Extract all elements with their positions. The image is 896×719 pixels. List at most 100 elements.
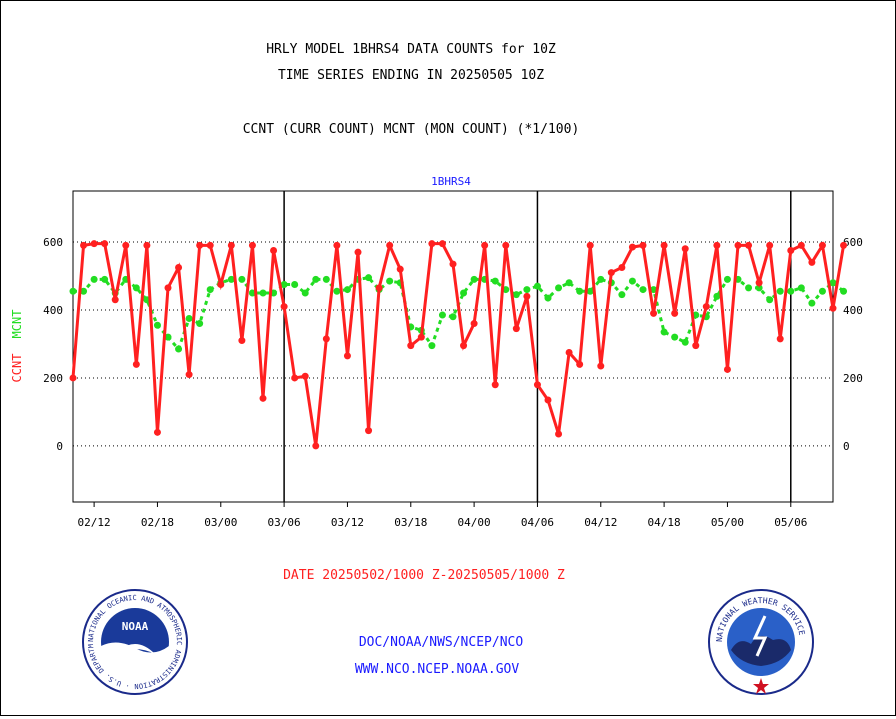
data-point-ccnt — [745, 241, 753, 249]
data-point-ccnt — [470, 320, 478, 328]
data-point-ccnt — [322, 335, 330, 343]
data-point-ccnt — [407, 342, 415, 350]
data-point-ccnt — [523, 292, 531, 300]
data-point-mcnt — [618, 291, 626, 299]
data-point-ccnt — [491, 381, 499, 389]
data-point-ccnt — [681, 245, 689, 253]
noaa-logo: NOAA NATIONAL OCEANIC AND ATMOSPHERIC AD… — [82, 589, 188, 695]
data-point-mcnt — [470, 275, 478, 283]
chart-title-line1: HRLY MODEL 1BHRS4 DATA COUNTS for 10Z — [266, 42, 556, 57]
data-point-ccnt — [101, 240, 109, 248]
data-point-ccnt — [766, 241, 774, 249]
data-point-ccnt — [702, 303, 710, 311]
day-divider-layer — [283, 191, 792, 502]
x-tick-label: 05/00 — [711, 516, 744, 529]
data-point-ccnt — [417, 333, 425, 341]
data-point-ccnt — [69, 374, 77, 382]
data-point-ccnt — [502, 241, 510, 249]
y-tick-label-right: 600 — [843, 236, 863, 249]
data-point-mcnt — [829, 279, 837, 287]
data-point-mcnt — [280, 280, 288, 288]
data-point-ccnt — [713, 241, 721, 249]
data-point-mcnt — [153, 321, 161, 329]
data-point-ccnt — [818, 241, 826, 249]
y-tick-label-left: 0 — [56, 440, 63, 453]
data-point-ccnt — [312, 442, 320, 450]
data-point-mcnt — [776, 287, 784, 295]
data-point-mcnt — [491, 277, 499, 285]
y-axis-label-ccnt: CCNT — [10, 354, 24, 383]
data-point-mcnt — [438, 311, 446, 319]
data-point-ccnt — [80, 241, 88, 249]
y-tick-label-right: 0 — [843, 440, 850, 453]
data-point-mcnt — [597, 275, 605, 283]
data-point-mcnt — [713, 292, 721, 300]
chart-title-line2: TIME SERIES ENDING IN 20250505 10Z — [278, 68, 544, 83]
plot-area — [72, 190, 834, 503]
data-point-ccnt — [449, 260, 457, 268]
org-text: DOC/NOAA/NWS/NCEP/NCO — [359, 635, 524, 650]
data-point-mcnt — [512, 291, 520, 299]
x-tick-label: 05/06 — [774, 516, 807, 529]
y-tick-layer: 0 0 200 200 400 400 600 600 — [43, 236, 863, 453]
data-point-ccnt — [671, 309, 679, 317]
data-point-mcnt — [523, 286, 531, 294]
data-point-mcnt — [227, 275, 235, 283]
chart-subtitle: CCNT (CURR COUNT) MCNT (MON COUNT) (*1/1… — [243, 122, 580, 137]
data-point-mcnt — [291, 280, 299, 288]
data-point-ccnt — [734, 241, 742, 249]
data-point-ccnt — [343, 352, 351, 360]
data-point-ccnt — [544, 396, 552, 404]
data-point-mcnt — [681, 338, 689, 346]
data-point-ccnt — [650, 309, 658, 317]
plot-label: 1BHRS4 — [431, 175, 471, 188]
data-point-ccnt — [512, 325, 520, 333]
data-point-mcnt — [555, 284, 563, 292]
data-point-mcnt — [628, 277, 636, 285]
x-tick-label: 02/18 — [141, 516, 174, 529]
noaa-logo-text: NOAA — [122, 620, 149, 633]
x-tick-label: 04/00 — [458, 516, 491, 529]
data-point-mcnt — [386, 277, 394, 285]
url-link[interactable]: WWW.NCO.NCEP.NOAA.GOV — [355, 662, 520, 677]
data-point-ccnt — [354, 248, 362, 256]
data-point-mcnt — [312, 275, 320, 283]
grid-layer — [73, 241, 833, 447]
data-point-ccnt — [428, 240, 436, 248]
data-point-mcnt — [132, 284, 140, 292]
data-point-ccnt — [122, 241, 130, 249]
data-point-mcnt — [428, 342, 436, 350]
x-tick-label: 03/12 — [331, 516, 364, 529]
y-tick-label-right: 200 — [843, 372, 863, 385]
data-point-mcnt — [639, 286, 647, 294]
data-point-mcnt — [808, 299, 816, 307]
ccnt-series — [69, 240, 848, 450]
data-point-ccnt — [776, 335, 784, 343]
data-point-ccnt — [586, 241, 594, 249]
data-point-mcnt — [840, 287, 848, 295]
data-point-ccnt — [808, 258, 816, 266]
data-point-mcnt — [723, 275, 731, 283]
date-range-text: DATE 20250502/1000 Z-20250505/1000 Z — [283, 568, 565, 583]
data-point-ccnt — [132, 360, 140, 368]
data-point-mcnt — [449, 313, 457, 321]
data-point-ccnt — [248, 241, 256, 249]
y-tick-label-left: 600 — [43, 236, 63, 249]
data-point-ccnt — [280, 303, 288, 311]
data-point-mcnt — [259, 289, 267, 297]
data-point-ccnt — [576, 360, 584, 368]
data-point-mcnt — [671, 333, 679, 341]
data-point-ccnt — [90, 240, 98, 248]
data-point-ccnt — [270, 246, 278, 254]
data-point-ccnt — [555, 430, 563, 438]
x-tick-label: 02/12 — [78, 516, 111, 529]
data-point-ccnt — [787, 246, 795, 254]
x-tick-label: 03/06 — [268, 516, 301, 529]
data-point-ccnt — [259, 394, 267, 402]
data-point-mcnt — [576, 287, 584, 295]
data-point-ccnt — [375, 284, 383, 292]
star-icon — [753, 678, 769, 694]
data-point-mcnt — [164, 333, 172, 341]
x-tick-label: 03/00 — [204, 516, 237, 529]
